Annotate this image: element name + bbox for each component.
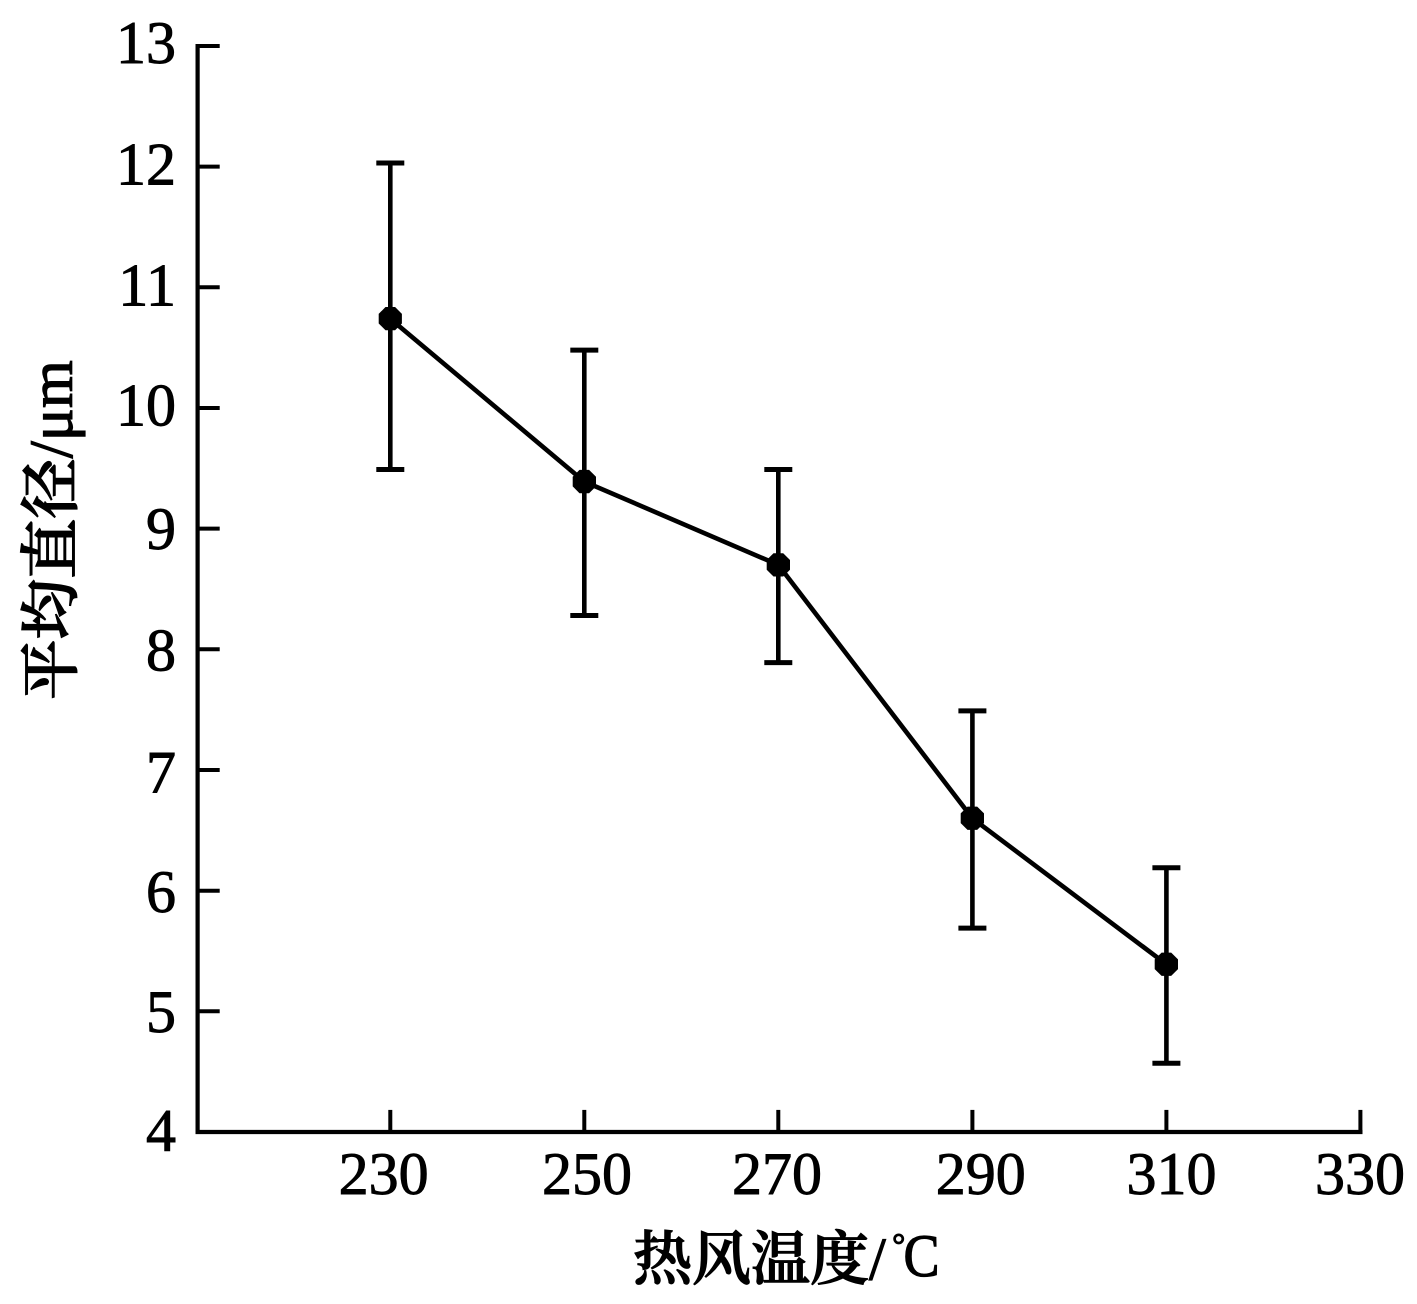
svg-text:11: 11 [118,253,176,319]
svg-text:7: 7 [146,740,176,806]
svg-text:12: 12 [116,132,176,198]
svg-text:10: 10 [116,372,176,438]
svg-text:/: / [869,1227,886,1293]
svg-text:310: 310 [1127,1141,1217,1207]
svg-text:8: 8 [146,617,176,683]
svg-text:330: 330 [1315,1141,1405,1207]
svg-text:5: 5 [146,979,176,1045]
svg-text:230: 230 [339,1141,429,1207]
svg-text:C: C [904,1223,940,1289]
svg-text:4: 4 [146,1098,176,1164]
svg-text:13: 13 [116,10,176,76]
svg-text:6: 6 [146,859,176,925]
svg-text:/μm: /μm [18,360,86,458]
svg-text:290: 290 [936,1141,1026,1207]
svg-text:9: 9 [146,496,176,562]
svg-text:250: 250 [542,1141,632,1207]
svg-text:270: 270 [732,1141,822,1207]
